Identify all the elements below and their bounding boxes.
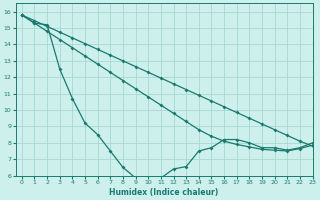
X-axis label: Humidex (Indice chaleur): Humidex (Indice chaleur) [109, 188, 219, 197]
